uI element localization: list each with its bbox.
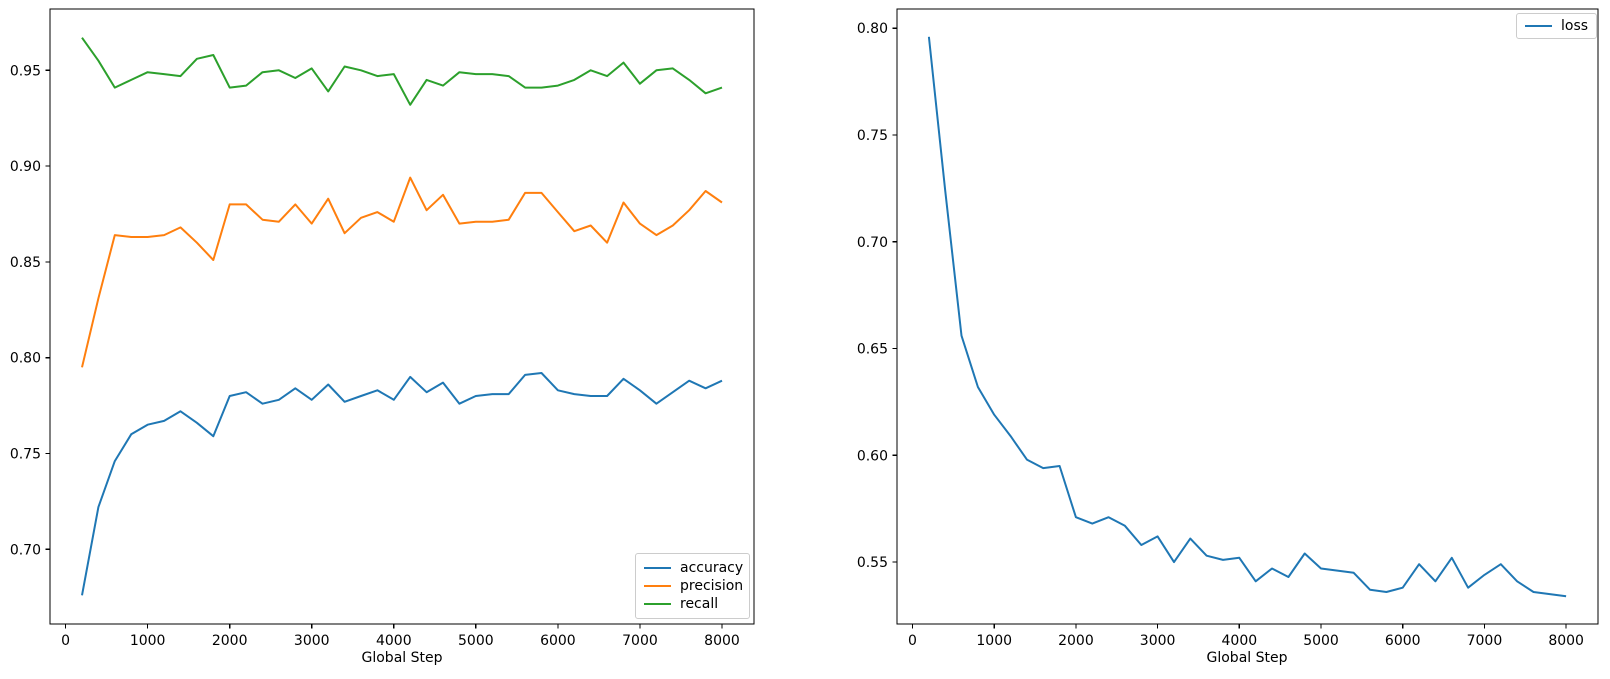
precision-line-icon [644,585,671,587]
loss-line-icon [1525,25,1552,27]
x-tick-label: 0 [61,633,70,649]
x-tick-label: 3000 [1140,633,1176,649]
x-axis-label-loss: Global Step [1206,650,1288,666]
precision-line [81,176,723,368]
y-tick-label: 0.65 [857,342,888,358]
legend-label-loss: loss [1561,18,1589,34]
x-tick-label: 7000 [622,633,658,649]
legend-label-precision: precision [680,578,744,594]
legend-loss: loss [1516,13,1598,39]
x-tick-label: 0 [908,633,917,649]
y-tick-label: 0.85 [10,255,41,271]
x-tick-label: 8000 [704,633,740,649]
legend-entry-accuracy: accuracy [644,559,744,577]
x-tick-label: 4000 [1222,633,1258,649]
legend-entry-loss: loss [1525,18,1588,34]
x-tick-label: 7000 [1467,633,1503,649]
x-tick-label: 1000 [976,633,1012,649]
y-tick-label: 0.75 [10,446,41,462]
plot-frame [49,8,755,625]
legend-metrics: accuracy precision recall [635,553,750,619]
x-tick-label: 1000 [130,633,166,649]
x-tick-label: 2000 [212,633,248,649]
legend-entry-precision: precision [644,577,744,595]
x-tick-label: 3000 [294,633,330,649]
loss-line [927,36,1567,598]
x-tick-label: 2000 [1058,633,1094,649]
y-tick-label: 0.55 [857,555,888,571]
y-tick-label: 0.70 [10,542,41,558]
accuracy-line-icon [644,567,671,569]
x-tick-label: 6000 [1385,633,1421,649]
x-tick-label: 4000 [376,633,412,649]
y-tick-label: 0.80 [857,21,888,37]
accuracy-line [81,372,723,596]
legend-label-recall: recall [680,596,719,612]
x-axis-label-metrics: Global Step [361,650,443,666]
x-tick-label: 5000 [1303,633,1339,649]
x-tick-label: 8000 [1548,633,1584,649]
x-tick-label: 6000 [540,633,576,649]
x-tick-label: 5000 [458,633,494,649]
y-tick-label: 0.70 [857,235,888,251]
y-tick-label: 0.90 [10,159,41,175]
y-tick-label: 0.80 [10,351,41,367]
recall-line-icon [644,603,671,605]
y-tick-label: 0.60 [857,448,888,464]
legend-entry-recall: recall [644,595,741,613]
y-tick-label: 0.95 [10,63,41,79]
legend-label-accuracy: accuracy [680,560,744,576]
plot-frame [896,8,1599,625]
y-tick-label: 0.75 [857,128,888,144]
recall-line [81,37,723,106]
